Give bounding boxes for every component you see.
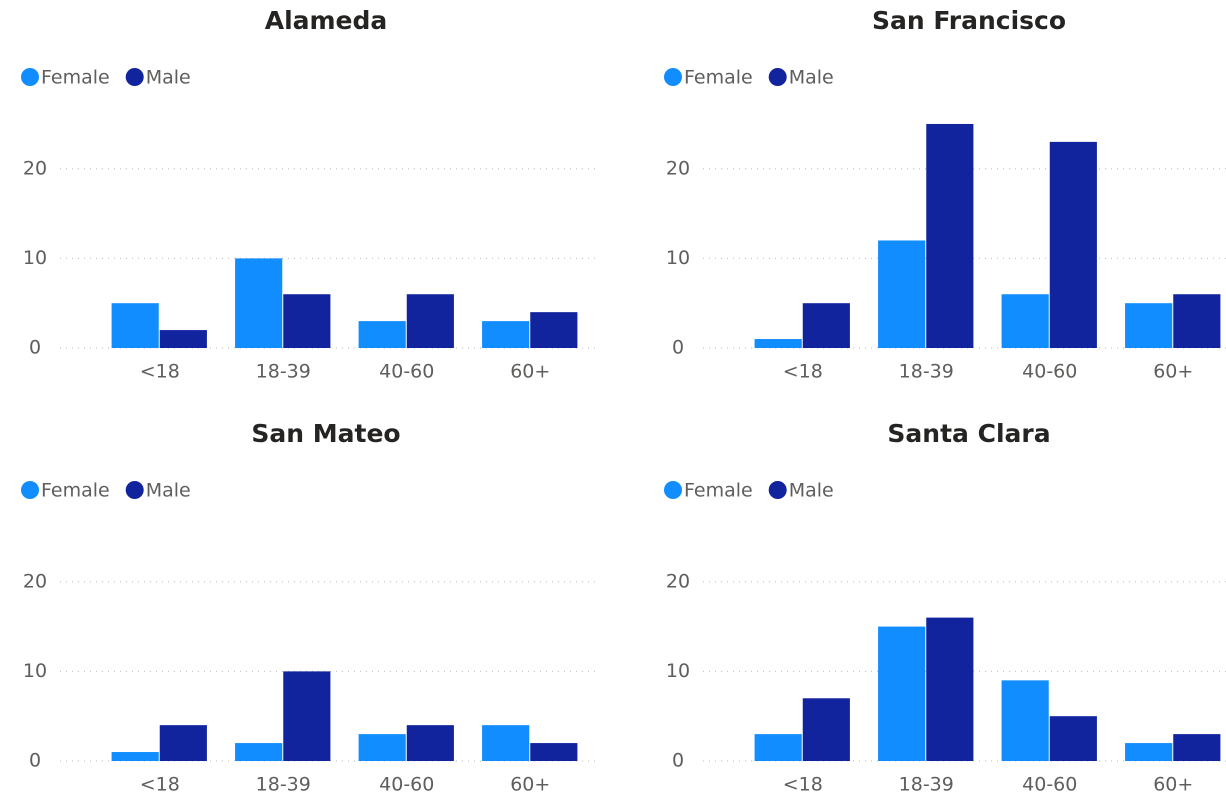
- x-tick-label: 40-60: [379, 361, 434, 383]
- x-tick-label: 40-60: [1022, 774, 1077, 796]
- y-tick-label: 0: [29, 337, 41, 359]
- y-tick-label: 20: [23, 570, 47, 592]
- bar: [1001, 680, 1049, 761]
- bar: [358, 321, 406, 348]
- legend-marker: [768, 68, 787, 86]
- bar: [159, 725, 207, 761]
- chart-title: San Mateo: [251, 419, 400, 448]
- legend-label: Female: [684, 480, 753, 502]
- y-tick-label: 0: [672, 750, 684, 772]
- x-tick-label: 60+: [510, 361, 550, 383]
- bar: [235, 743, 283, 761]
- legend-marker: [21, 68, 39, 86]
- bar: [1125, 303, 1173, 348]
- y-tick-label: 10: [23, 660, 47, 682]
- y-tick-label: 10: [666, 660, 690, 682]
- x-tick-label: <18: [783, 361, 823, 383]
- chart-title: San Francisco: [872, 6, 1066, 35]
- legend-label: Female: [41, 480, 110, 502]
- bar: [878, 626, 926, 761]
- legend-label: Male: [146, 480, 191, 502]
- legend-marker: [768, 481, 787, 499]
- x-tick-label: 18-39: [899, 774, 954, 796]
- x-tick-label: 18-39: [899, 361, 954, 383]
- x-tick-label: 18-39: [256, 774, 311, 796]
- bar: [111, 303, 159, 348]
- x-tick-label: 60+: [1153, 361, 1193, 383]
- x-tick-label: <18: [140, 361, 180, 383]
- bar: [406, 725, 454, 761]
- bar: [235, 258, 283, 348]
- y-tick-label: 20: [666, 570, 690, 592]
- bar: [1125, 743, 1173, 761]
- chart-title: Alameda: [265, 6, 388, 35]
- bar: [1049, 716, 1097, 761]
- bar: [1001, 294, 1049, 348]
- x-tick-label: 60+: [510, 774, 550, 796]
- legend-label: Female: [684, 67, 753, 89]
- bar: [111, 752, 159, 761]
- y-tick-label: 0: [672, 337, 684, 359]
- bar: [482, 321, 530, 348]
- bar: [283, 671, 331, 761]
- x-tick-label: <18: [783, 774, 823, 796]
- legend-marker: [664, 68, 682, 86]
- chart-title: Santa Clara: [887, 419, 1050, 448]
- x-tick-label: 40-60: [379, 774, 434, 796]
- x-tick-label: 18-39: [256, 361, 311, 383]
- y-tick-label: 10: [666, 247, 690, 269]
- legend-marker: [21, 481, 39, 499]
- bar: [754, 734, 802, 761]
- y-tick-label: 20: [666, 157, 690, 179]
- bar: [802, 698, 850, 761]
- bar: [1173, 294, 1221, 348]
- bar: [754, 339, 802, 348]
- x-tick-label: 40-60: [1022, 361, 1077, 383]
- bar: [926, 617, 974, 761]
- legend-label: Male: [789, 480, 834, 502]
- y-tick-label: 20: [23, 157, 47, 179]
- bar: [926, 123, 974, 348]
- legend-marker: [125, 68, 144, 86]
- bar: [878, 240, 926, 348]
- bar: [482, 725, 530, 761]
- y-tick-label: 10: [23, 247, 47, 269]
- bar: [802, 303, 850, 348]
- legend-label: Male: [789, 67, 834, 89]
- bar: [159, 330, 207, 348]
- bar: [1173, 734, 1221, 761]
- legend-marker: [664, 481, 682, 499]
- bar: [530, 312, 578, 348]
- bar: [406, 294, 454, 348]
- legend-label: Male: [146, 67, 191, 89]
- y-tick-label: 0: [29, 750, 41, 772]
- bar: [530, 743, 578, 761]
- bar: [283, 294, 331, 348]
- bar: [1049, 141, 1097, 348]
- x-tick-label: 60+: [1153, 774, 1193, 796]
- legend-marker: [125, 481, 144, 499]
- legend-label: Female: [41, 67, 110, 89]
- bar: [358, 734, 406, 761]
- x-tick-label: <18: [140, 774, 180, 796]
